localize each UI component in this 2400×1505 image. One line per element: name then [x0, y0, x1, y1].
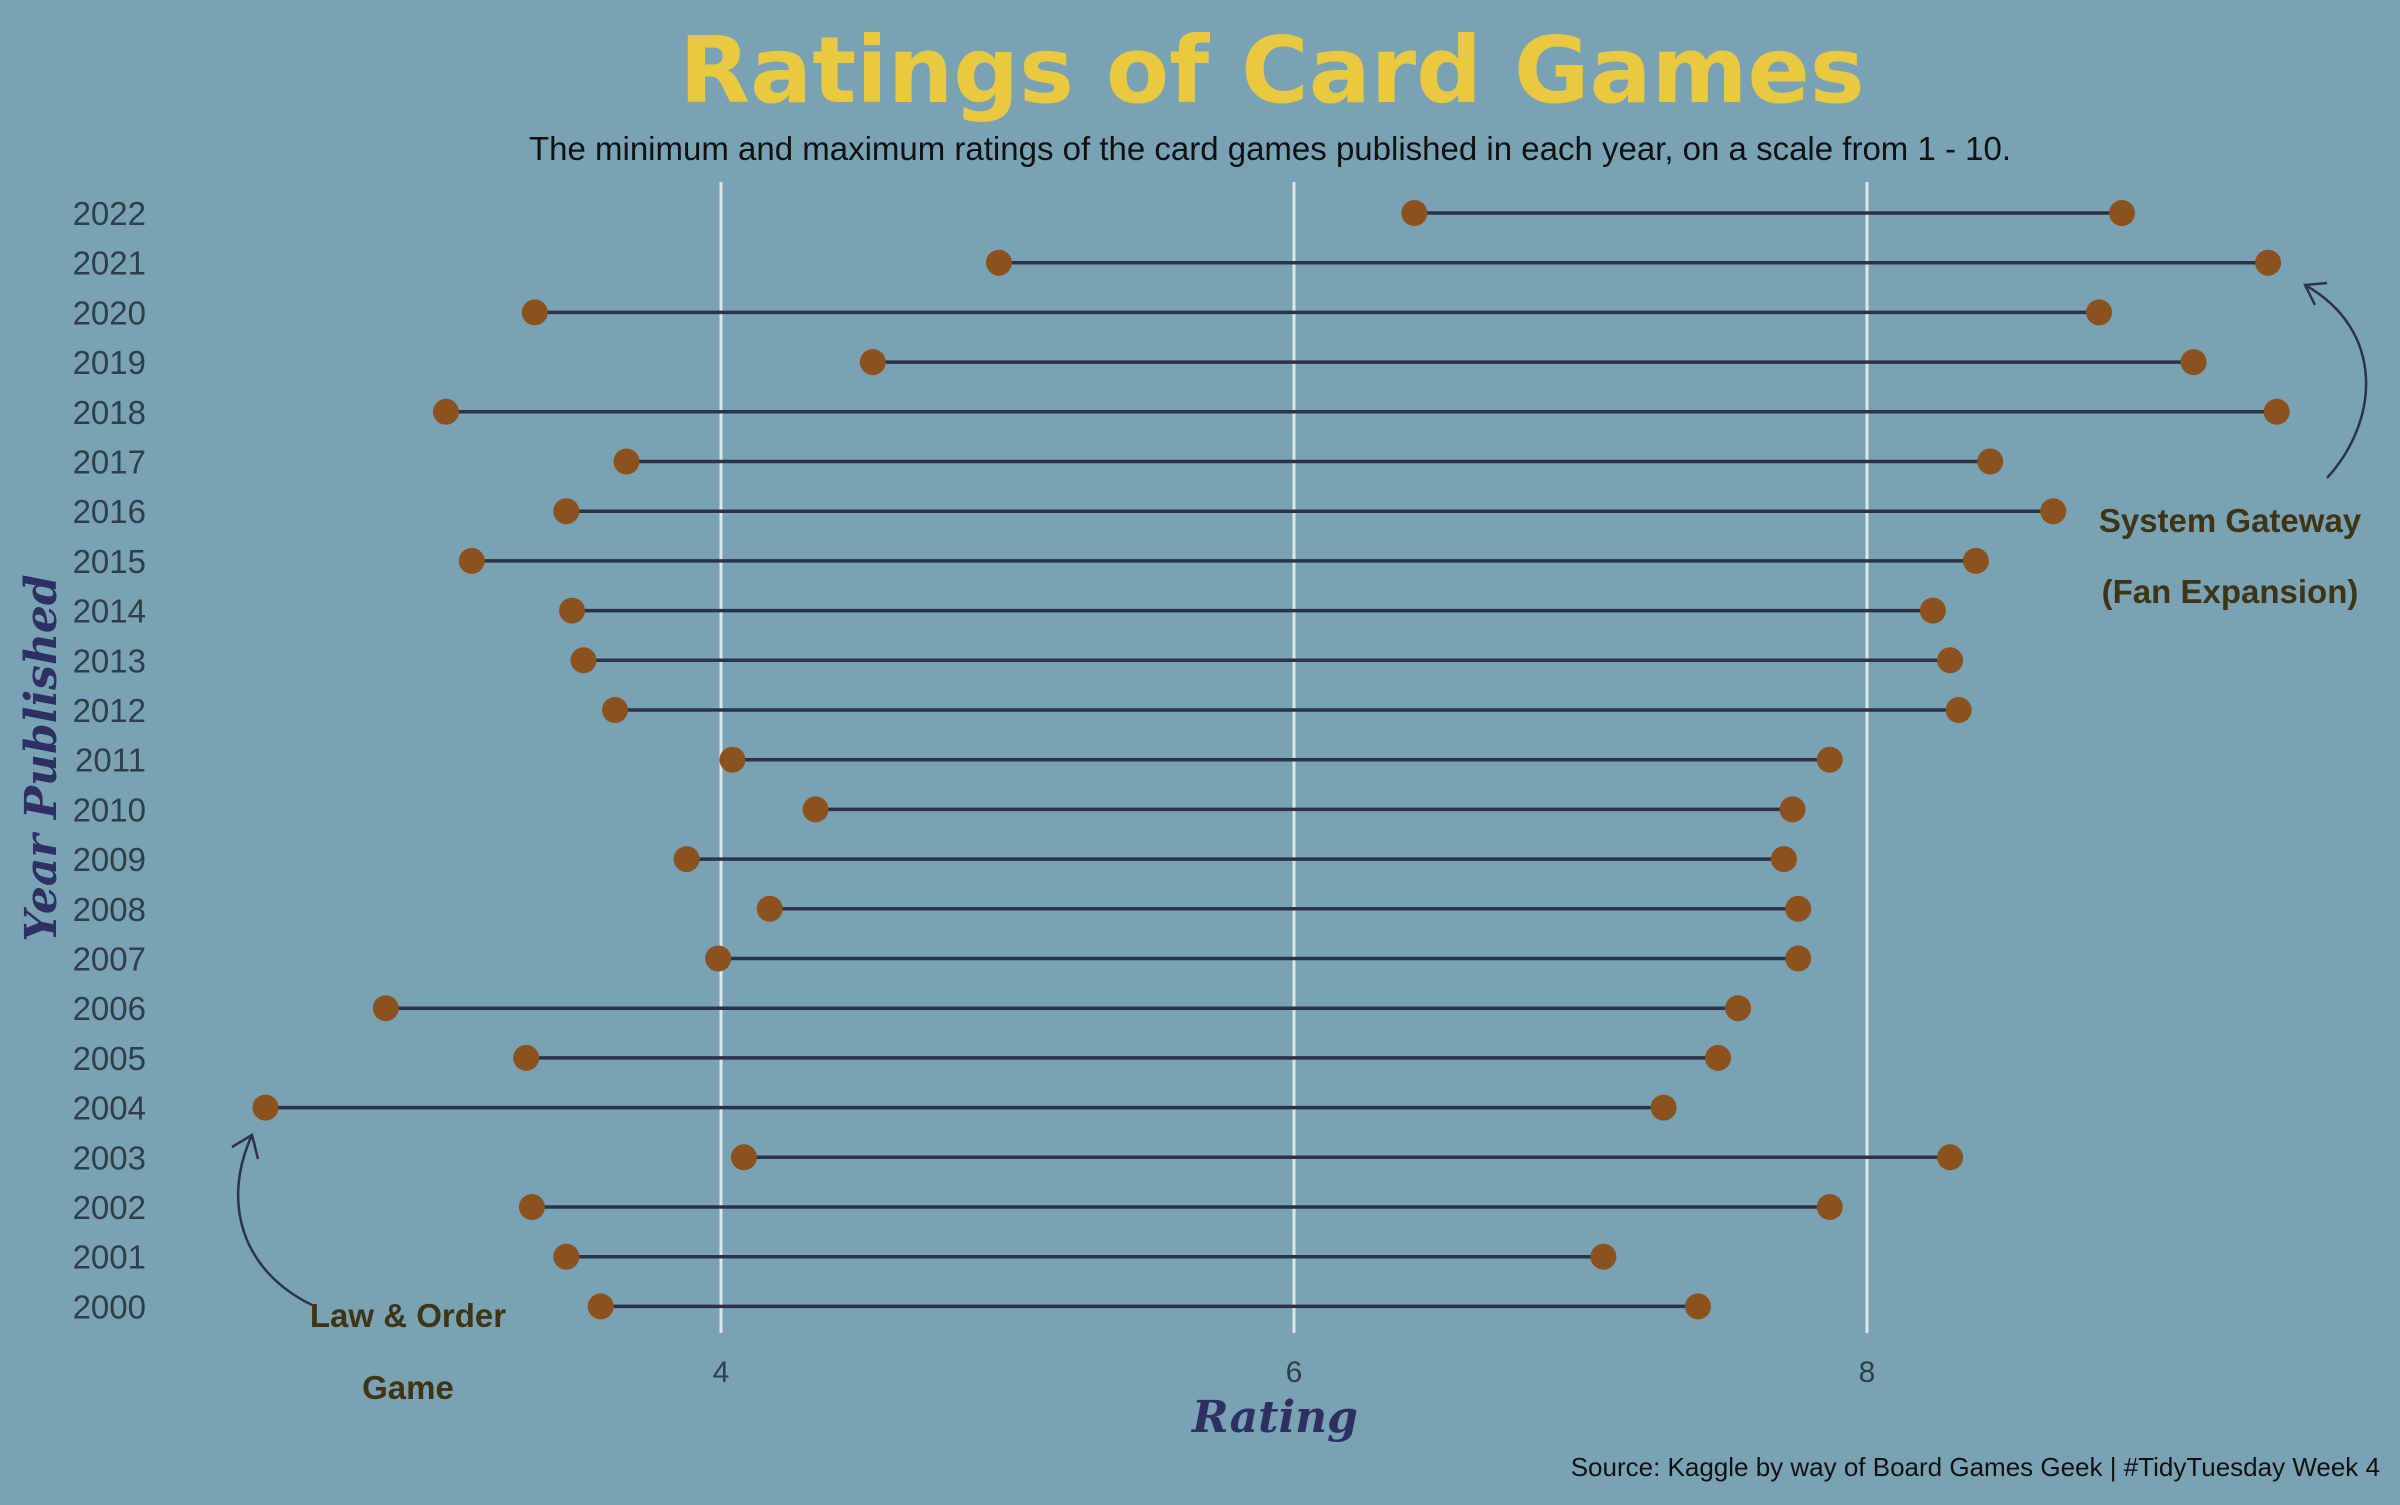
min-point-2020: [521, 299, 548, 326]
y-tick-labels: 2022 2021 2020 2019 2018 2017 2016 2015 2014 2013…: [73, 195, 146, 1325]
y-tick-label-2005: 2005: [73, 1040, 146, 1077]
y-tick-label-2013: 2013: [73, 642, 146, 679]
max-point-2019: [2180, 349, 2207, 376]
y-tick-label-2011: 2011: [75, 742, 146, 779]
annotation-law-order-line-1: Law & Order: [310, 1297, 506, 1334]
min-point-2019: [859, 349, 886, 376]
min-point-2018: [432, 398, 459, 425]
y-tick-label-2002: 2002: [73, 1189, 146, 1226]
max-point-2022: [2108, 200, 2135, 226]
min-point-2003: [730, 1144, 757, 1171]
max-point-2018: [2263, 398, 2290, 425]
annotation-arrow-system-gateway: [2304, 283, 2368, 479]
max-point-2016: [2040, 498, 2067, 525]
x-tick-label-4: 4: [713, 1356, 730, 1389]
max-point-2004: [1650, 1094, 1677, 1121]
min-point-2005: [513, 1044, 540, 1071]
y-tick-label-2001: 2001: [73, 1239, 146, 1276]
max-point-2021: [2255, 249, 2282, 276]
annotation-arrow-law-order: [236, 1134, 313, 1307]
max-point-2012: [1945, 697, 1972, 723]
max-point-2017: [1977, 448, 2004, 475]
annotation-system-gateway: System Gateway (Fan Expansion): [2099, 281, 2368, 610]
max-point-2013: [1937, 647, 1964, 674]
annotation-arrowhead-system-gateway: [2303, 281, 2328, 306]
max-point-2009: [1770, 846, 1797, 873]
max-point-2011: [1816, 746, 1843, 773]
max-point-2005: [1705, 1044, 1732, 1071]
annotation-law-order-line-2: Game: [362, 1369, 454, 1406]
y-tick-label-2008: 2008: [73, 891, 146, 928]
min-point-2021: [985, 249, 1012, 276]
min-point-2011: [719, 746, 746, 773]
max-point-2003: [1937, 1144, 1964, 1171]
annotation-law-order: Law & Order Game: [231, 1133, 506, 1406]
y-tick-label-2015: 2015: [73, 543, 146, 580]
y-tick-label-2003: 2003: [73, 1139, 146, 1176]
y-tick-label-2012: 2012: [73, 692, 146, 729]
y-axis-title: Year Published: [16, 574, 67, 941]
max-point-2007: [1785, 945, 1812, 972]
max-point-2001: [1590, 1243, 1617, 1270]
min-point-2000: [587, 1293, 614, 1320]
min-point-2017: [613, 448, 640, 475]
min-point-2014: [559, 597, 586, 624]
min-point-2002: [518, 1194, 545, 1220]
y-tick-label-2017: 2017: [73, 444, 146, 481]
chart-subtitle: The minimum and maximum ratings of the c…: [529, 130, 2011, 167]
min-point-2010: [802, 796, 829, 823]
min-point-2007: [705, 945, 732, 972]
y-tick-label-2000: 2000: [73, 1288, 146, 1325]
chart-caption: Source: Kaggle by way of Board Games Gee…: [1571, 1452, 2380, 1482]
min-point-2022: [1401, 200, 1428, 226]
min-point-2012: [601, 697, 628, 723]
min-point-2008: [756, 895, 783, 922]
max-point-2002: [1816, 1194, 1843, 1220]
y-tick-label-2016: 2016: [73, 493, 146, 530]
y-tick-label-2021: 2021: [73, 245, 146, 282]
x-tick-label-8: 8: [1859, 1356, 1876, 1389]
y-tick-label-2004: 2004: [73, 1090, 146, 1127]
min-point-2015: [458, 547, 485, 574]
max-point-2020: [2086, 299, 2113, 326]
min-point-2016: [553, 498, 580, 525]
annotation-system-gateway-line-1: System Gateway: [2099, 502, 2362, 539]
y-tick-label-2019: 2019: [73, 344, 146, 381]
min-point-2004: [252, 1094, 279, 1121]
max-point-2008: [1785, 895, 1812, 922]
y-tick-label-2009: 2009: [73, 841, 146, 878]
range-segments: [265, 211, 2277, 1309]
min-point-2009: [673, 846, 700, 873]
annotation-arrowhead-law-order: [231, 1133, 260, 1160]
min-point-2001: [553, 1243, 580, 1270]
y-tick-label-2020: 2020: [73, 294, 146, 331]
gridlines: [719, 182, 1869, 1333]
max-point-2010: [1779, 796, 1806, 823]
x-axis-title: Rating: [1190, 1392, 1358, 1443]
y-tick-label-2014: 2014: [73, 593, 146, 630]
max-point-2015: [1962, 547, 1989, 574]
y-tick-label-2022: 2022: [73, 195, 146, 232]
y-tick-label-2006: 2006: [73, 990, 146, 1027]
rating-points: [252, 200, 2290, 1320]
chart-title: Ratings of Card Games: [679, 17, 1864, 124]
max-point-2014: [1919, 597, 1946, 624]
min-point-2006: [372, 995, 399, 1022]
y-tick-label-2010: 2010: [73, 791, 146, 828]
y-tick-label-2018: 2018: [73, 394, 146, 431]
min-point-2013: [570, 647, 597, 674]
max-point-2000: [1684, 1293, 1711, 1320]
x-tick-label-6: 6: [1286, 1356, 1303, 1389]
y-tick-label-2007: 2007: [73, 941, 146, 978]
max-point-2006: [1725, 995, 1752, 1022]
x-tick-labels: 4 6 8: [713, 1356, 1876, 1389]
annotation-system-gateway-line-2: (Fan Expansion): [2102, 573, 2359, 610]
